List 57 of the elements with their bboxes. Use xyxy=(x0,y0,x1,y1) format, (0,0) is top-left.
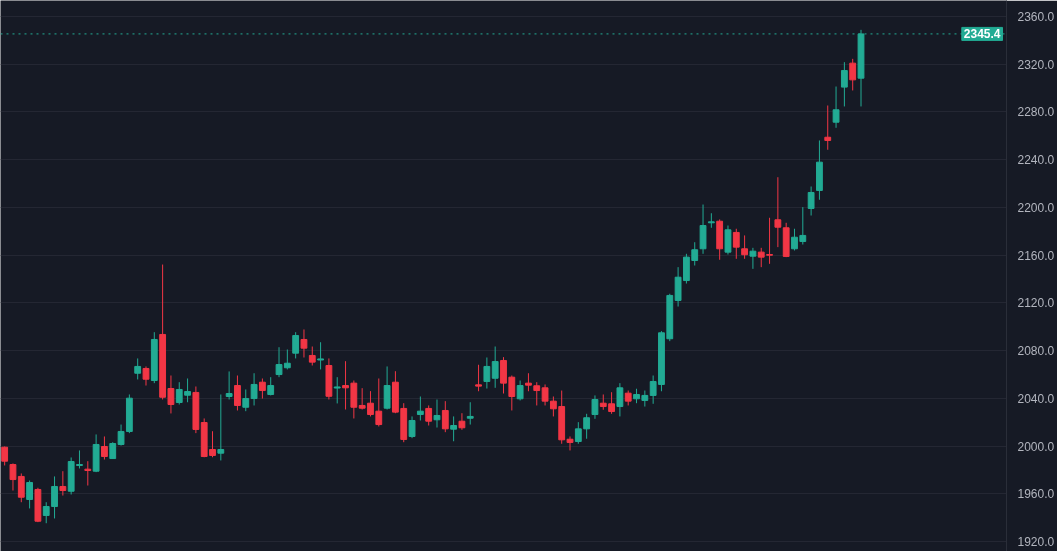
candlestick xyxy=(101,435,108,461)
candlestick xyxy=(217,393,225,461)
candlestick xyxy=(433,398,441,429)
candlestick xyxy=(483,356,491,390)
candlestick xyxy=(333,376,341,404)
y-tick-label: 2040.0 xyxy=(1017,391,1055,406)
candlestick xyxy=(466,401,474,426)
y-tick-label: 2160.0 xyxy=(1017,248,1055,263)
candlestick xyxy=(475,364,482,392)
candlestick xyxy=(849,58,857,91)
candlestick xyxy=(408,415,416,439)
y-tick-label: 2240.0 xyxy=(1017,153,1055,168)
candlestick xyxy=(774,176,782,248)
candlestick xyxy=(824,105,832,151)
y-tick-label: 1960.0 xyxy=(1017,487,1055,502)
candlestick xyxy=(541,383,549,406)
candlestick xyxy=(840,61,848,107)
y-tick-label: 2000.0 xyxy=(1017,439,1055,454)
candlestick xyxy=(741,234,749,260)
y-tick-label: 1920.0 xyxy=(1017,534,1055,549)
y-tick-label: 2200.0 xyxy=(1017,200,1055,215)
candlestick xyxy=(616,382,624,417)
candlestick xyxy=(516,380,524,401)
y-tick-label: 2120.0 xyxy=(1017,296,1055,311)
candlestick xyxy=(134,357,142,380)
candlestick xyxy=(250,372,258,406)
candlestick xyxy=(84,460,92,487)
y-tick-label: 2360.0 xyxy=(1017,9,1055,24)
candlestick xyxy=(450,415,458,442)
y-tick-label: 2280.0 xyxy=(1017,105,1055,120)
candlestick xyxy=(225,370,233,400)
candlestick xyxy=(234,375,241,411)
candlestick xyxy=(308,346,316,366)
candlestick xyxy=(416,396,424,421)
candlestick xyxy=(724,225,732,256)
candlestick xyxy=(317,341,324,370)
candlestick xyxy=(425,404,433,426)
candlestick xyxy=(458,412,466,431)
candlestick xyxy=(292,331,300,359)
candlestick xyxy=(732,228,740,260)
candlestick xyxy=(258,377,266,400)
y-tick-label: 2320.0 xyxy=(1017,57,1055,72)
ref-line-label: 2345.4 xyxy=(963,27,1001,42)
candlestick xyxy=(300,328,308,358)
candlestick xyxy=(591,394,599,420)
candlestick xyxy=(749,247,757,270)
candlestick xyxy=(142,365,150,387)
y-tick-label: 2080.0 xyxy=(1017,344,1055,359)
candlestick xyxy=(441,400,449,433)
candlestick xyxy=(242,388,250,412)
candlestick xyxy=(59,470,67,497)
candlestick xyxy=(491,346,499,389)
candlestick xyxy=(807,186,815,217)
candlestick xyxy=(699,204,707,255)
candlestick xyxy=(26,480,34,509)
candlestick xyxy=(383,365,391,411)
candlestick xyxy=(832,86,840,129)
